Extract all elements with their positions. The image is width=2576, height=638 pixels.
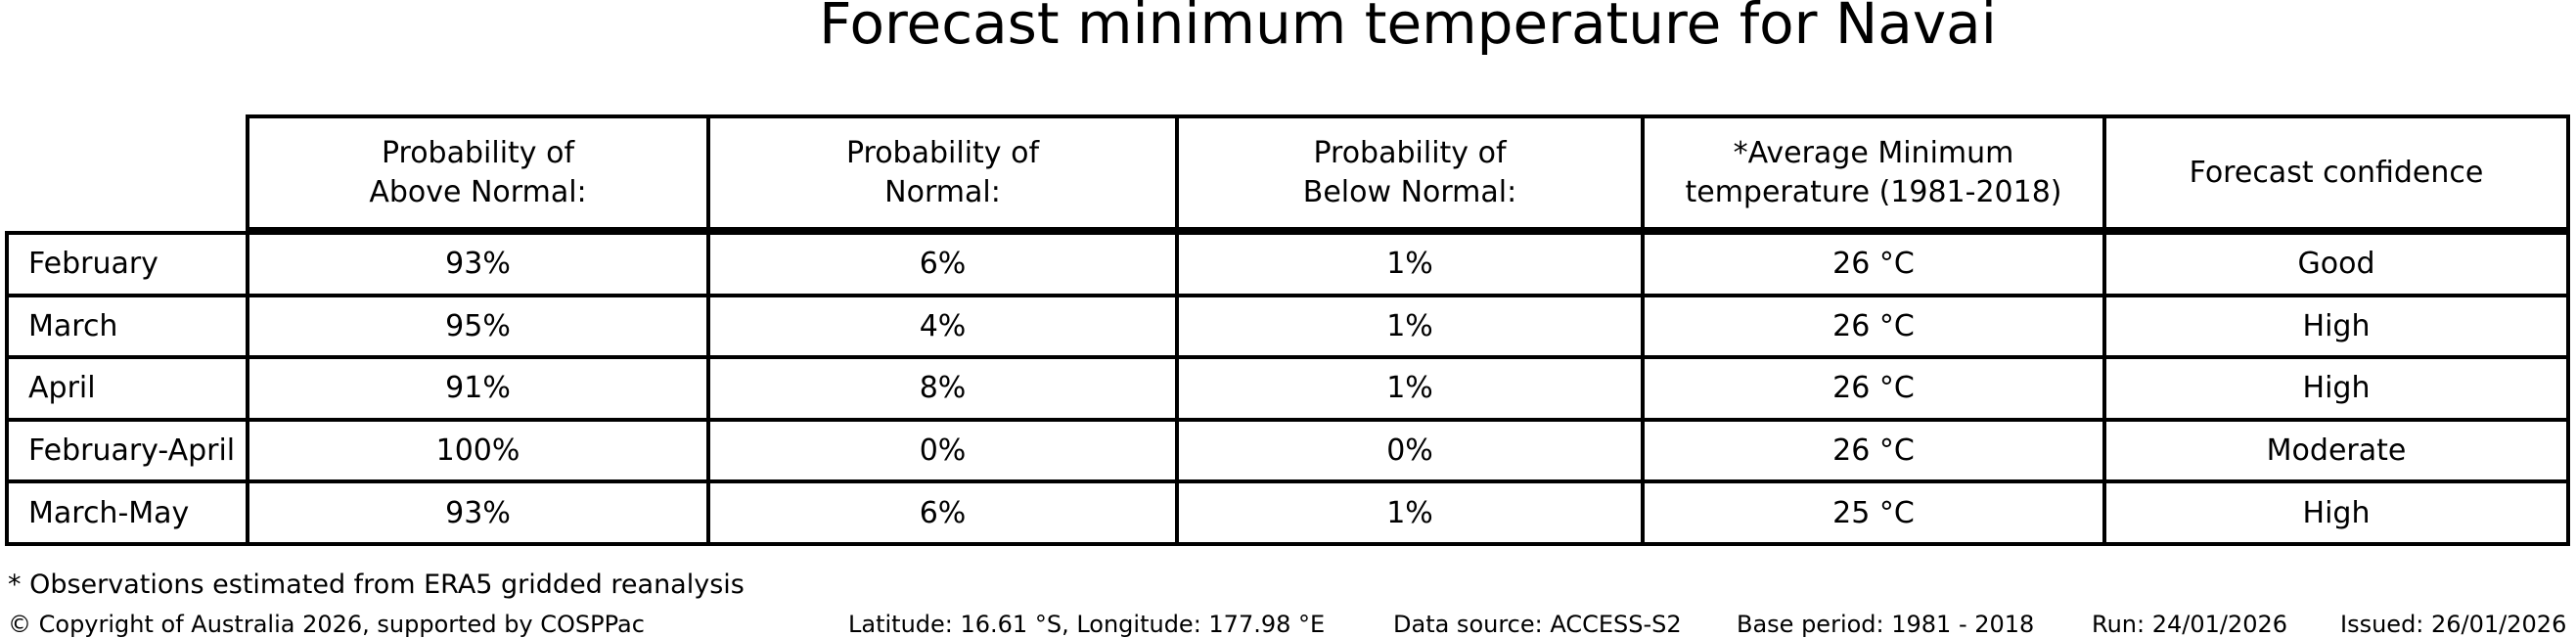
table-cell-february-april-confidence: Moderate <box>2104 419 2568 482</box>
column-header-text: Probability of <box>1313 135 1507 170</box>
column-header-forecast-confidence: Forecast confidence <box>2104 116 2568 229</box>
table-cell-april-confidence: High <box>2104 357 2568 420</box>
latitude-longitude-text: Latitude: 16.61 °S, Longitude: 177.98 °E <box>848 611 1326 638</box>
column-header-average-minimum-temperature: *Average Minimum temperature (1981-2018) <box>1643 116 2104 229</box>
table-cell-april-above: 91% <box>248 357 708 420</box>
table-cell-march-below: 1% <box>1177 295 1643 358</box>
observations-footnote: * Observations estimated from ERA5 gridd… <box>8 570 745 600</box>
table-cell-february-april-below: 0% <box>1177 419 1643 482</box>
column-header-text: Forecast confidence <box>2189 155 2484 190</box>
table-cell-march-may-confidence: High <box>2104 481 2568 544</box>
table-header-row: Probability of Above Normal: Probability… <box>246 114 2570 231</box>
issued-date-text: Issued: 26/01/2026 <box>2340 611 2567 638</box>
table-cell-april-normal: 8% <box>708 357 1177 420</box>
table-cell-february-april-normal: 0% <box>708 419 1177 482</box>
row-label-february: February <box>7 233 248 296</box>
table-cell-february-april-above: 100% <box>248 419 708 482</box>
table-cell-february-avg-min-temp: 26 °C <box>1643 233 2104 296</box>
column-header-above-normal: Probability of Above Normal: <box>248 116 708 229</box>
forecast-table-body: February 93% 6% 1% 26 °C Good March 95% … <box>5 231 2570 546</box>
row-label-march-may: March-May <box>7 481 248 544</box>
column-header-text: *Average Minimum <box>1733 135 2014 170</box>
run-date-text: Run: 24/01/2026 <box>2092 611 2288 638</box>
table-cell-february-normal: 6% <box>708 233 1177 296</box>
table-cell-march-may-avg-min-temp: 25 °C <box>1643 481 2104 544</box>
table-cell-february-confidence: Good <box>2104 233 2568 296</box>
column-header-text: temperature (1981-2018) <box>1685 174 2062 209</box>
table-cell-march-may-below: 1% <box>1177 481 1643 544</box>
column-header-text: Probability of <box>845 135 1040 170</box>
column-header-below-normal: Probability of Below Normal: <box>1177 116 1643 229</box>
column-header-text: Normal: <box>884 174 1001 209</box>
table-cell-february-april-avg-min-temp: 26 °C <box>1643 419 2104 482</box>
row-label-april: April <box>7 357 248 420</box>
column-header-normal: Probability of Normal: <box>708 116 1177 229</box>
table-cell-march-normal: 4% <box>708 295 1177 358</box>
column-header-text: Probability of <box>381 135 575 170</box>
table-cell-april-avg-min-temp: 26 °C <box>1643 357 2104 420</box>
column-header-text: Below Normal: <box>1302 174 1517 209</box>
copyright-text: © Copyright of Australia 2026, supported… <box>8 611 645 638</box>
column-header-text: Above Normal: <box>369 174 587 209</box>
table-cell-march-avg-min-temp: 26 °C <box>1643 295 2104 358</box>
data-source-text: Data source: ACCESS-S2 <box>1393 611 1682 638</box>
base-period-text: Base period: 1981 - 2018 <box>1737 611 2035 638</box>
table-cell-february-below: 1% <box>1177 233 1643 296</box>
page-title: Forecast minimum temperature for Navai <box>819 0 1997 57</box>
table-cell-march-may-normal: 6% <box>708 481 1177 544</box>
table-cell-march-confidence: High <box>2104 295 2568 358</box>
row-label-march: March <box>7 295 248 358</box>
table-cell-april-below: 1% <box>1177 357 1643 420</box>
table-cell-march-above: 95% <box>248 295 708 358</box>
table-cell-march-may-above: 93% <box>248 481 708 544</box>
table-cell-february-above: 93% <box>248 233 708 296</box>
row-label-february-april: February-April <box>7 419 248 482</box>
